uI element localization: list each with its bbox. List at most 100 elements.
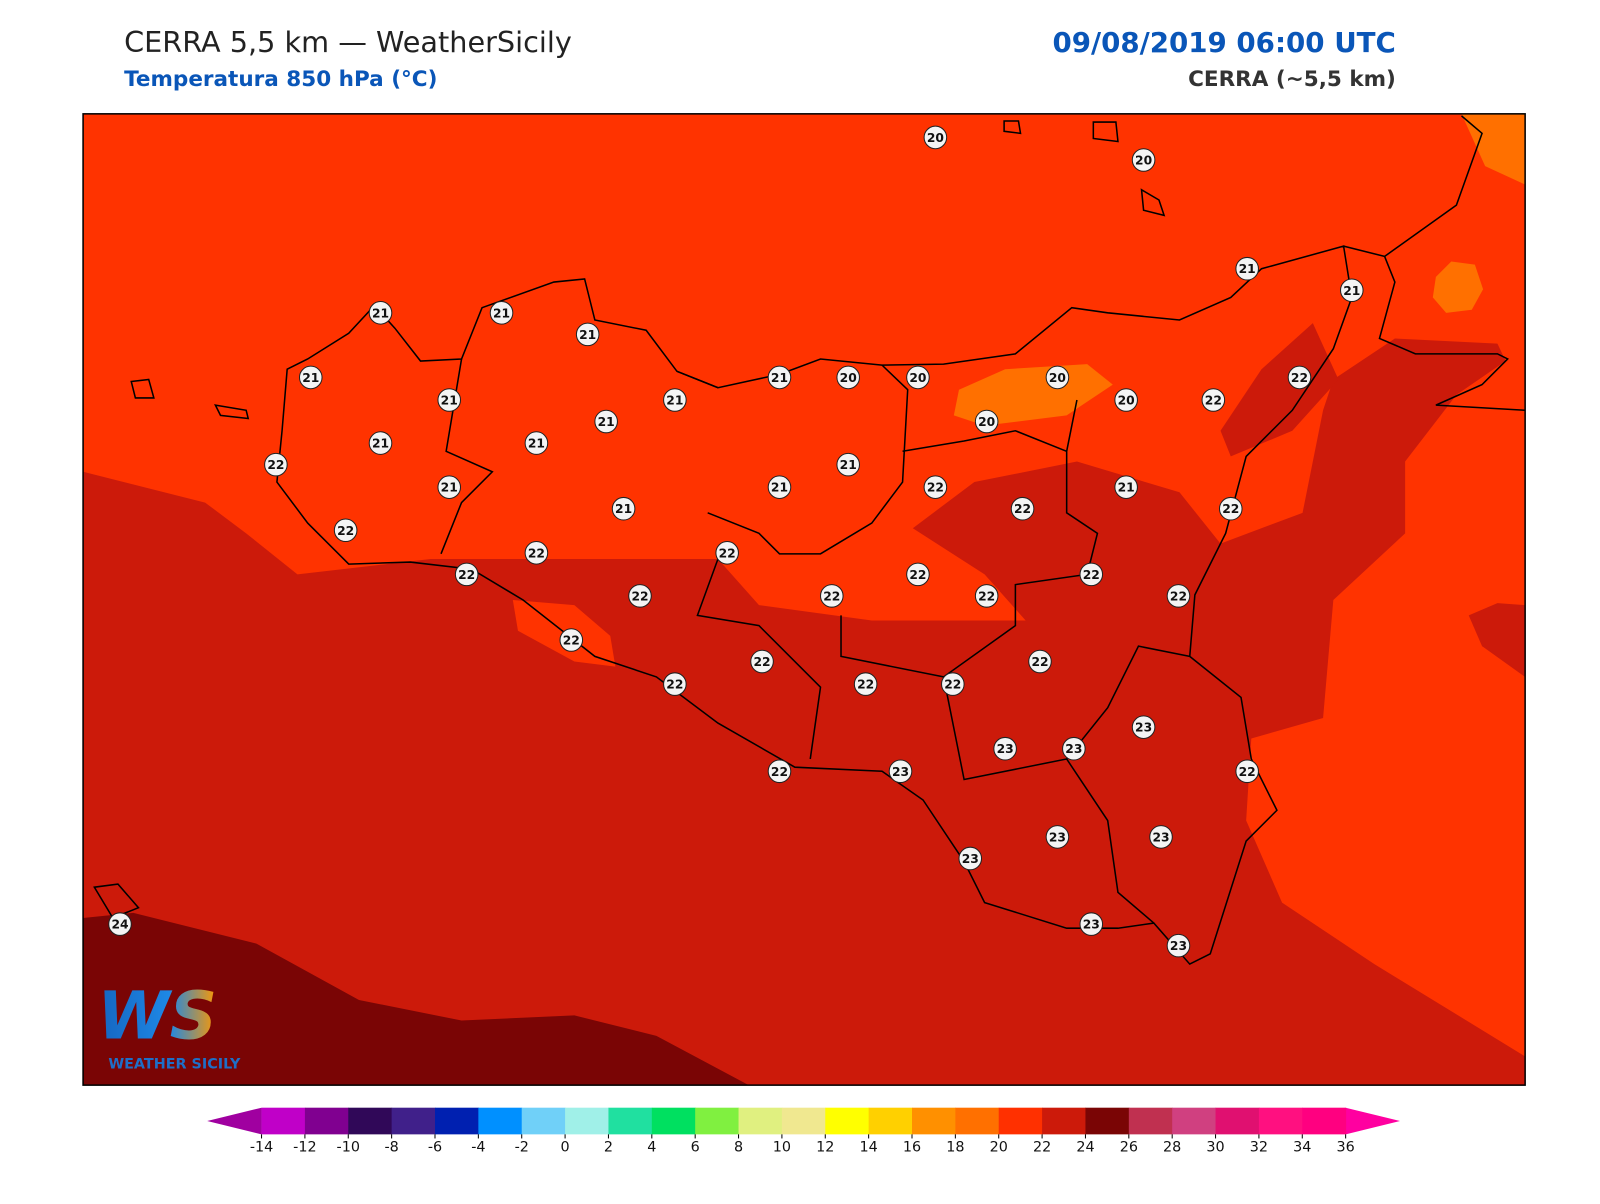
station-value: 23 xyxy=(997,742,1014,756)
station-marker xyxy=(1010,496,1035,521)
station-marker xyxy=(559,628,584,652)
colorbar-swatch xyxy=(348,1107,393,1135)
station-marker xyxy=(594,409,618,434)
colorbar-tick-label: 12 xyxy=(816,1140,834,1156)
station-marker xyxy=(1166,584,1191,608)
station-marker xyxy=(108,912,132,936)
station-value: 22 xyxy=(771,765,788,779)
colorbar-swatch xyxy=(391,1107,436,1135)
station-marker xyxy=(767,759,792,784)
colorbar-tick-label: 20 xyxy=(990,1140,1008,1156)
station-value: 21 xyxy=(579,328,596,342)
station-marker xyxy=(524,541,549,565)
colorbar-tick-label: 4 xyxy=(647,1140,656,1156)
station-marker xyxy=(958,846,983,871)
station-marker xyxy=(974,584,999,608)
station-marker xyxy=(1131,715,1156,739)
station-value: 20 xyxy=(909,371,926,385)
station-marker xyxy=(1235,256,1259,281)
station-value: 20 xyxy=(840,371,857,385)
station-marker xyxy=(298,365,323,390)
station-value: 21 xyxy=(771,371,788,385)
station-value: 22 xyxy=(1014,502,1031,516)
station-marker xyxy=(1079,912,1104,936)
colorbar-tick-label: 16 xyxy=(903,1140,921,1156)
station-value: 22 xyxy=(978,589,995,603)
station-marker xyxy=(836,365,860,390)
colorbar-tick-label: 36 xyxy=(1337,1140,1355,1156)
colorbar-swatch xyxy=(825,1107,870,1135)
colorbar-tick-label: -2 xyxy=(515,1140,529,1156)
station-marker xyxy=(923,475,948,499)
station-value: 22 xyxy=(1170,589,1187,603)
station-marker xyxy=(1045,365,1070,390)
colorbar-swatch xyxy=(1128,1107,1173,1135)
station-marker xyxy=(368,431,393,455)
colorbar-swatch xyxy=(565,1107,609,1135)
colorbar-tick-label: -10 xyxy=(337,1140,360,1156)
station-marker xyxy=(767,475,792,499)
station-value: 22 xyxy=(1205,394,1222,408)
colorbar-swatch xyxy=(608,1107,653,1135)
colorbar: -14 -12 -10 -8 -6 -4 -2 0 2 4 6 8 10 12 14 16 18 20 22 24 26… xyxy=(207,1107,1400,1156)
station-value: 24 xyxy=(111,918,128,932)
colorbar-tick-label: 8 xyxy=(734,1140,743,1156)
colorbar-swatch xyxy=(868,1107,913,1135)
station-value: 22 xyxy=(631,589,648,603)
station-value: 22 xyxy=(458,568,475,582)
field xyxy=(83,113,1526,1086)
station-marker xyxy=(489,301,514,325)
station-value: 21 xyxy=(372,437,389,451)
station-marker xyxy=(906,562,930,587)
station-value: 21 xyxy=(372,306,389,320)
station-value: 21 xyxy=(1118,481,1135,495)
station-marker xyxy=(1079,562,1104,587)
station-value: 20 xyxy=(978,415,995,429)
station-marker xyxy=(437,388,462,412)
station-marker xyxy=(628,584,652,608)
station-value: 23 xyxy=(892,765,909,779)
station-value: 21 xyxy=(1343,284,1360,298)
station-value: 22 xyxy=(563,634,580,648)
subtitle: Temperatura 850 hPa (°C) xyxy=(124,67,437,92)
station-value: 20 xyxy=(1049,371,1066,385)
station-value: 21 xyxy=(528,437,545,451)
station-layer: 20 20 21 21 21 21 21 21 21 20 20 20 22 21 21 20 22 21 20 21… xyxy=(108,125,1364,958)
colorbar-tick-label: -6 xyxy=(428,1140,442,1156)
station-marker xyxy=(1062,736,1086,761)
colorbar-swatch xyxy=(521,1107,566,1135)
station-value: 22 xyxy=(909,568,926,582)
logo-mark: WS xyxy=(97,979,217,1055)
colorbar-swatch xyxy=(1258,1107,1303,1135)
colorbar-tick-label: 18 xyxy=(946,1140,964,1156)
colorbar-swatch xyxy=(478,1107,523,1135)
station-marker xyxy=(1045,825,1070,849)
field-band xyxy=(83,338,1526,1086)
colorbar-swatch xyxy=(738,1107,783,1135)
colorbar-swatch xyxy=(304,1107,349,1135)
station-value: 22 xyxy=(666,678,683,692)
station-marker xyxy=(611,496,636,521)
station-value: 23 xyxy=(1049,830,1066,844)
station-marker xyxy=(368,301,393,325)
station-value: 21 xyxy=(441,394,458,408)
field-band xyxy=(83,912,749,1086)
station-value: 23 xyxy=(962,852,979,866)
colorbar-swatch xyxy=(1172,1107,1217,1135)
station-marker xyxy=(437,475,462,499)
station-value: 22 xyxy=(528,546,545,560)
station-value: 22 xyxy=(753,655,770,669)
station-marker xyxy=(454,562,479,587)
station-value: 20 xyxy=(1118,394,1135,408)
station-value: 21 xyxy=(840,458,857,472)
colorbar-swatch xyxy=(955,1107,1000,1135)
station-value: 23 xyxy=(1170,939,1187,953)
station-value: 23 xyxy=(1065,742,1082,756)
title: CERRA 5,5 km — WeatherSicily xyxy=(124,25,572,59)
station-value: 20 xyxy=(1135,154,1152,168)
station-marker xyxy=(1287,365,1312,390)
field-band xyxy=(953,364,1113,426)
station-value: 23 xyxy=(1083,918,1100,932)
field-band xyxy=(1220,323,1339,457)
